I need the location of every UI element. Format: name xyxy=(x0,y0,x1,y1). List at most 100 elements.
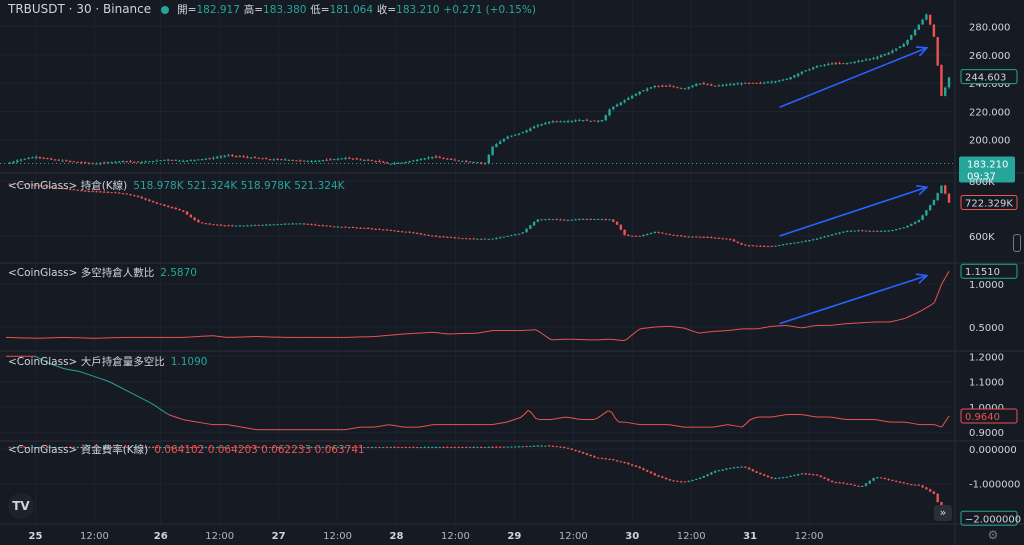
value-marker-label: −2.000000 xyxy=(965,514,1021,525)
y-tick-label: 0.5000 xyxy=(969,323,1004,334)
candle-body xyxy=(472,446,475,448)
candle-body xyxy=(687,480,690,482)
series-segment xyxy=(379,425,384,427)
candle-body xyxy=(785,243,789,245)
candle-body xyxy=(589,454,592,457)
series-segment xyxy=(625,336,631,341)
candle-body xyxy=(382,447,385,449)
candle-body xyxy=(762,82,766,84)
candle-body xyxy=(664,233,668,235)
candle-body xyxy=(464,238,468,240)
candle-body xyxy=(110,446,113,448)
candle-body xyxy=(423,234,426,236)
candle-body xyxy=(762,245,766,247)
series-segment xyxy=(121,387,126,391)
series-segment xyxy=(713,426,717,428)
series-segment xyxy=(481,331,485,333)
candle-body xyxy=(796,73,800,76)
tradingview-logo-icon[interactable]: TV xyxy=(8,493,34,519)
candle-body xyxy=(615,460,619,462)
candle-body xyxy=(770,81,773,83)
series-segment xyxy=(774,415,779,418)
candle-body xyxy=(695,236,698,238)
candle-body xyxy=(87,447,91,449)
candle-body xyxy=(344,447,347,449)
ls-legend[interactable]: <CoinGlass> 多空持倉人數比 2.5870 xyxy=(8,266,197,280)
series-segment xyxy=(898,318,902,321)
series-segment xyxy=(423,425,427,427)
series-segment xyxy=(187,419,192,422)
candle-body xyxy=(887,52,890,55)
oi-title: <CoinGlass> 持倉(K線) xyxy=(8,180,128,192)
series-segment xyxy=(727,424,732,426)
candle-body xyxy=(585,453,589,455)
low-label: 低= xyxy=(310,4,330,16)
series-segment xyxy=(880,419,884,422)
candle-body xyxy=(917,24,921,30)
candle-body xyxy=(502,138,506,142)
candle-body xyxy=(740,466,743,468)
candle-body xyxy=(329,225,332,227)
gear-icon[interactable]: ⚙ xyxy=(987,528,999,542)
pane-resize-handle[interactable] xyxy=(1013,234,1021,252)
candle-body xyxy=(695,479,698,481)
candle-body xyxy=(449,236,453,238)
candle-body xyxy=(159,160,162,162)
series-segment xyxy=(52,364,57,367)
jump-to-latest-icon[interactable]: » xyxy=(934,505,952,521)
candle-body xyxy=(166,447,170,449)
candle-body xyxy=(898,228,902,230)
candle-body xyxy=(61,447,64,449)
series-segment xyxy=(680,426,685,428)
candle-body xyxy=(12,447,15,449)
series-segment xyxy=(110,382,116,385)
candle-body xyxy=(114,161,117,163)
symbol-title[interactable]: TRBUSDT · 30 · Binance xyxy=(8,2,152,16)
candle-body xyxy=(710,237,713,239)
candle-body xyxy=(238,447,242,449)
candle-body xyxy=(679,87,683,89)
symbol-legend[interactable]: TRBUSDT · 30 · Binance 開=182.917 高=183.38… xyxy=(8,2,536,17)
series-segment xyxy=(513,418,518,421)
top-legend[interactable]: <CoinGlass> 大戶持倉量多空比 1.1090 xyxy=(8,355,207,369)
candle-body xyxy=(42,185,45,187)
candle-body xyxy=(808,473,811,475)
candle-body xyxy=(408,446,411,448)
x-tick-label: 12:00 xyxy=(441,531,470,542)
candle-body xyxy=(208,158,211,160)
candle-body xyxy=(849,230,853,232)
candle-body xyxy=(366,446,370,448)
candle-body xyxy=(257,446,260,448)
candle-body xyxy=(385,446,389,448)
candle-body xyxy=(106,447,110,449)
candle-body xyxy=(148,199,151,202)
candle-body xyxy=(219,156,223,158)
series-segment xyxy=(506,420,511,423)
candle-body xyxy=(898,46,902,49)
candle-body xyxy=(57,187,61,189)
candle-body xyxy=(585,219,589,221)
series-segment xyxy=(114,384,119,387)
value-marker-label: 0.9640 xyxy=(965,412,1000,423)
candle-body xyxy=(555,219,558,221)
series-segment xyxy=(807,415,812,417)
candle-body xyxy=(133,161,136,163)
candle-body xyxy=(834,482,838,484)
candle-body xyxy=(789,77,792,80)
fr-legend[interactable]: <CoinGlass> 資金費率(K線) 0.064102 0.064203 0.… xyxy=(8,443,365,457)
candle-body xyxy=(612,106,615,110)
candle-body xyxy=(178,160,181,162)
candle-body xyxy=(178,209,181,211)
series-segment xyxy=(165,412,170,416)
candle-body xyxy=(713,237,717,239)
candle-body xyxy=(453,159,457,161)
candle-body xyxy=(400,231,404,233)
oi-legend[interactable]: <CoinGlass> 持倉(K線) 518.978K 521.324K 518.… xyxy=(8,179,345,193)
candle-body xyxy=(845,63,849,65)
candle-body xyxy=(200,159,204,161)
candle-body xyxy=(302,447,306,449)
candle-body xyxy=(348,157,351,159)
candle-body xyxy=(340,226,343,228)
candle-body xyxy=(363,159,366,161)
